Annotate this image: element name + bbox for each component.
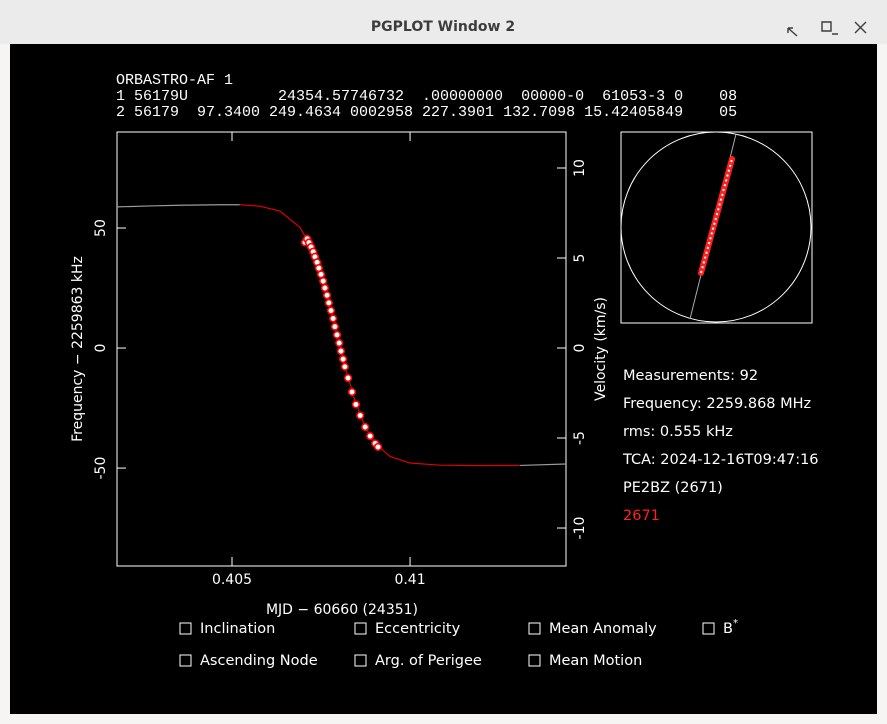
info-line: PE2BZ (2671)	[623, 480, 723, 496]
measurement	[326, 306, 336, 315]
info-line: TCA: 2024-12-16T09:47:16	[622, 452, 819, 468]
measurement	[343, 373, 353, 383]
info-panel: Measurements: 92 Frequency: 2259.868 MHz r…	[622, 368, 819, 524]
checkbox-box[interactable]	[528, 622, 541, 635]
info-line: Measurements: 92	[623, 368, 758, 384]
checkbox-label[interactable]: Mean Motion	[549, 653, 642, 669]
checkbox-label-text: Mean Motion	[549, 653, 642, 669]
header-line: ORBASTRO-AF 1	[116, 72, 233, 89]
measurement	[373, 442, 383, 452]
checkbox[interactable]: Inclination	[179, 621, 275, 637]
y2-tick-label: 0	[572, 344, 588, 353]
y2-tick-label: 10	[572, 159, 588, 177]
checkbox[interactable]: Eccentricity	[354, 621, 461, 637]
checkbox-label-text: B	[723, 621, 733, 637]
checkbox-label-sup: *	[733, 618, 738, 629]
info-line: rms: 0.555 kHz	[623, 424, 733, 440]
measurement	[329, 314, 338, 323]
y2-tick-label: -10	[572, 517, 588, 540]
model-curve	[117, 204, 240, 208]
measurement	[319, 276, 328, 286]
measurement	[330, 322, 340, 331]
title-bar	[0, 0, 887, 44]
checkbox-label[interactable]: B*	[723, 618, 738, 637]
info-line: 2671	[623, 508, 660, 524]
checkbox-box[interactable]	[179, 654, 192, 667]
measurement	[322, 291, 332, 300]
checkbox-box[interactable]	[354, 654, 367, 667]
checkbox[interactable]: Mean Motion	[528, 653, 642, 669]
checkbox[interactable]: B*	[702, 618, 738, 637]
header-line: 1 56179U 24354.57746732 .00000000 00000-…	[116, 88, 737, 105]
plot-area	[117, 204, 566, 467]
minimize-button[interactable]	[787, 27, 798, 37]
checkbox-panel: Inclination Eccentricity Mean Anomaly B* Asc…	[179, 618, 738, 669]
x-tick-label: 0.405	[212, 572, 252, 588]
plot-canvas	[10, 44, 877, 714]
checkbox[interactable]: Arg. of Perigee	[354, 653, 482, 669]
plot-frame	[116, 131, 567, 567]
header-line: 2 56179 97.3400 249.4634 0002958 227.390…	[116, 104, 737, 121]
window-controls	[787, 21, 867, 37]
checkbox-label[interactable]: Mean Anomaly	[549, 621, 657, 637]
measurement	[316, 270, 326, 279]
measurement	[324, 298, 333, 308]
checkbox-label[interactable]: Ascending Node	[200, 653, 318, 669]
checkbox-box[interactable]	[179, 622, 192, 635]
y2-axis-label: Velocity (km/s)	[593, 297, 609, 401]
measurement	[347, 387, 357, 397]
model-curve	[520, 463, 566, 467]
checkbox-label-text: Arg. of Perigee	[375, 653, 482, 669]
maximize-button[interactable]	[821, 21, 838, 35]
checkbox-label[interactable]: Arg. of Perigee	[375, 653, 482, 669]
info-line: Frequency: 2259.868 MHz	[623, 396, 811, 412]
y2-tick-label: 5	[572, 254, 588, 263]
sky-inset	[620, 131, 813, 324]
checkbox[interactable]: Ascending Node	[179, 653, 318, 669]
measurement	[320, 283, 330, 293]
x-tick-label: 0.41	[394, 572, 425, 588]
measurement	[332, 330, 342, 339]
measurement	[356, 411, 365, 420]
checkbox-label[interactable]: Eccentricity	[375, 621, 461, 637]
y-tick-label: 0	[93, 344, 109, 353]
observed-track	[698, 156, 735, 276]
x-axis-label: MJD − 60660 (24351)	[266, 602, 418, 618]
horizon-circle	[620, 131, 812, 323]
checkbox-label-text: Ascending Node	[200, 653, 318, 669]
y-tick-label: 50	[93, 219, 109, 237]
y-axis-label: Frequency − 2259863 kHz	[70, 256, 86, 442]
checkbox-label[interactable]: Inclination	[200, 621, 275, 637]
y2-tick-label: -5	[572, 431, 588, 445]
checkbox-box[interactable]	[354, 622, 367, 635]
measurement	[366, 432, 375, 441]
checkbox-box[interactable]	[528, 654, 541, 667]
close-button[interactable]	[854, 21, 867, 34]
checkbox-label-text: Inclination	[200, 621, 275, 637]
checkbox-box[interactable]	[702, 622, 715, 635]
checkbox[interactable]: Mean Anomaly	[528, 621, 657, 637]
measurement	[336, 347, 346, 356]
checkbox-label-text: Eccentricity	[375, 621, 461, 637]
checkbox-label-text: Mean Anomaly	[549, 621, 657, 637]
measurement	[340, 362, 349, 371]
y-tick-label: -50	[93, 457, 109, 480]
window-title: PGPLOT Window 2	[371, 19, 515, 35]
measurement	[339, 354, 348, 364]
measurement	[361, 422, 370, 432]
measurement	[351, 400, 361, 409]
measurement	[335, 338, 344, 348]
